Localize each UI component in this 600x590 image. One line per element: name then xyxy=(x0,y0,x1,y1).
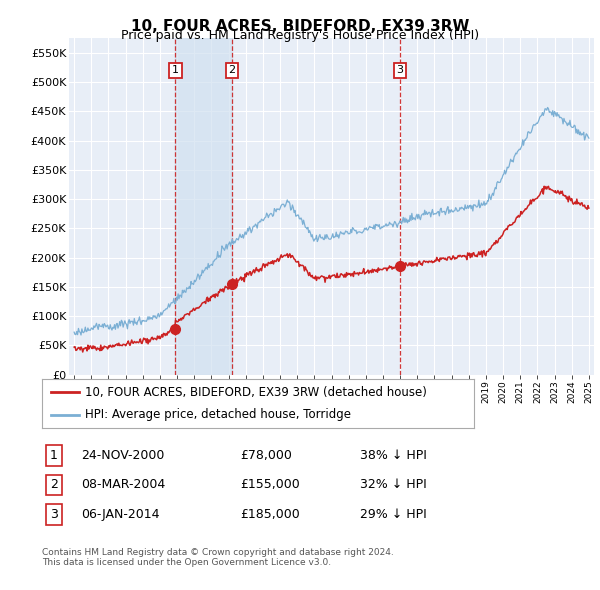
Text: 38% ↓ HPI: 38% ↓ HPI xyxy=(360,449,427,462)
Text: 10, FOUR ACRES, BIDEFORD, EX39 3RW (detached house): 10, FOUR ACRES, BIDEFORD, EX39 3RW (deta… xyxy=(85,386,427,399)
Bar xyxy=(175,38,232,375)
Text: £78,000: £78,000 xyxy=(240,449,292,462)
Text: 3: 3 xyxy=(397,65,404,76)
Text: 2: 2 xyxy=(229,65,236,76)
Text: HPI: Average price, detached house, Torridge: HPI: Average price, detached house, Torr… xyxy=(85,408,351,421)
Text: 3: 3 xyxy=(50,508,58,521)
Text: 10, FOUR ACRES, BIDEFORD, EX39 3RW: 10, FOUR ACRES, BIDEFORD, EX39 3RW xyxy=(131,19,469,34)
Text: 06-JAN-2014: 06-JAN-2014 xyxy=(81,508,160,521)
Text: 32% ↓ HPI: 32% ↓ HPI xyxy=(360,478,427,491)
Text: 08-MAR-2004: 08-MAR-2004 xyxy=(81,478,165,491)
Text: 2: 2 xyxy=(50,478,58,491)
Text: Contains HM Land Registry data © Crown copyright and database right 2024.
This d: Contains HM Land Registry data © Crown c… xyxy=(42,548,394,567)
Text: Price paid vs. HM Land Registry's House Price Index (HPI): Price paid vs. HM Land Registry's House … xyxy=(121,30,479,42)
Text: 1: 1 xyxy=(172,65,179,76)
Text: £155,000: £155,000 xyxy=(240,478,300,491)
Text: 29% ↓ HPI: 29% ↓ HPI xyxy=(360,508,427,521)
Text: 24-NOV-2000: 24-NOV-2000 xyxy=(81,449,164,462)
Text: £185,000: £185,000 xyxy=(240,508,300,521)
Text: 1: 1 xyxy=(50,449,58,462)
